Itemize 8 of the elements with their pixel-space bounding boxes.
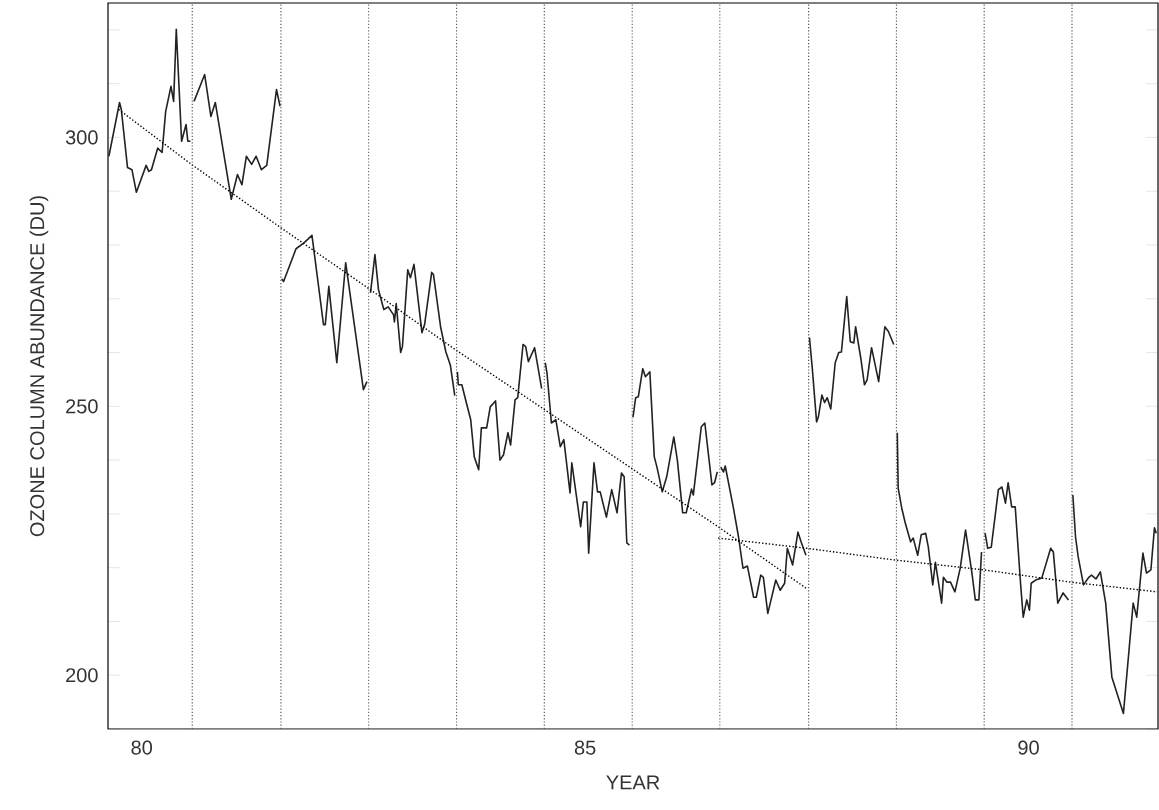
y-tick-label: 300: [65, 130, 98, 145]
y-tick-label: 200: [66, 668, 98, 683]
x-tick-label: 90: [1018, 740, 1039, 755]
x-axis-title: YEAR: [606, 775, 660, 790]
x-tick-label: 85: [574, 740, 596, 755]
x-tick-label: 80: [131, 740, 153, 755]
y-tick-label: 250: [66, 399, 98, 414]
y-axis-title: OZONE COLUMN ABUNDANCE (DU): [29, 196, 49, 537]
